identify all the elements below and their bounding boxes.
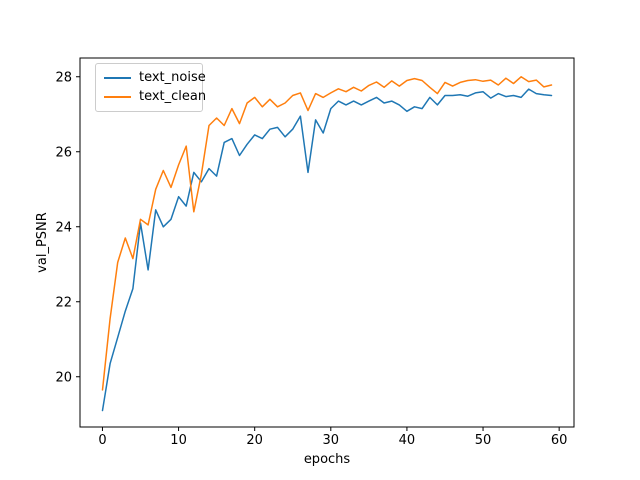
x-tick-label: 20 <box>246 433 263 448</box>
y-tick-label: 28 <box>55 70 72 85</box>
text-clean-line-sample <box>104 95 131 98</box>
y-tick-label: 24 <box>55 220 72 235</box>
x-tick-label: 0 <box>98 433 106 448</box>
legend: text_noise text_clean <box>95 63 206 112</box>
y-axis-label: val_PSNR <box>35 212 50 273</box>
legend-label-text-clean: text_clean <box>139 89 207 104</box>
legend-label-text-noise: text_noise <box>139 70 206 85</box>
series-line-text_noise <box>101 88 553 412</box>
axes-spines <box>79 57 575 428</box>
text-noise-line-sample <box>104 76 131 79</box>
x-tick-label: 30 <box>323 433 340 448</box>
legend-entry-text-noise: text_noise <box>104 68 206 87</box>
series-line-text_clean <box>101 76 553 391</box>
legend-entry-text-clean: text_clean <box>104 87 206 106</box>
y-tick-label: 22 <box>55 295 72 310</box>
y-tick-label: 20 <box>55 370 72 385</box>
x-tick-label: 50 <box>475 433 492 448</box>
x-tick-label: 60 <box>551 433 568 448</box>
x-tick-label: 10 <box>170 433 187 448</box>
x-tick-label: 40 <box>399 433 416 448</box>
y-tick-label: 26 <box>55 145 72 160</box>
x-axis-label: epochs <box>304 452 351 467</box>
